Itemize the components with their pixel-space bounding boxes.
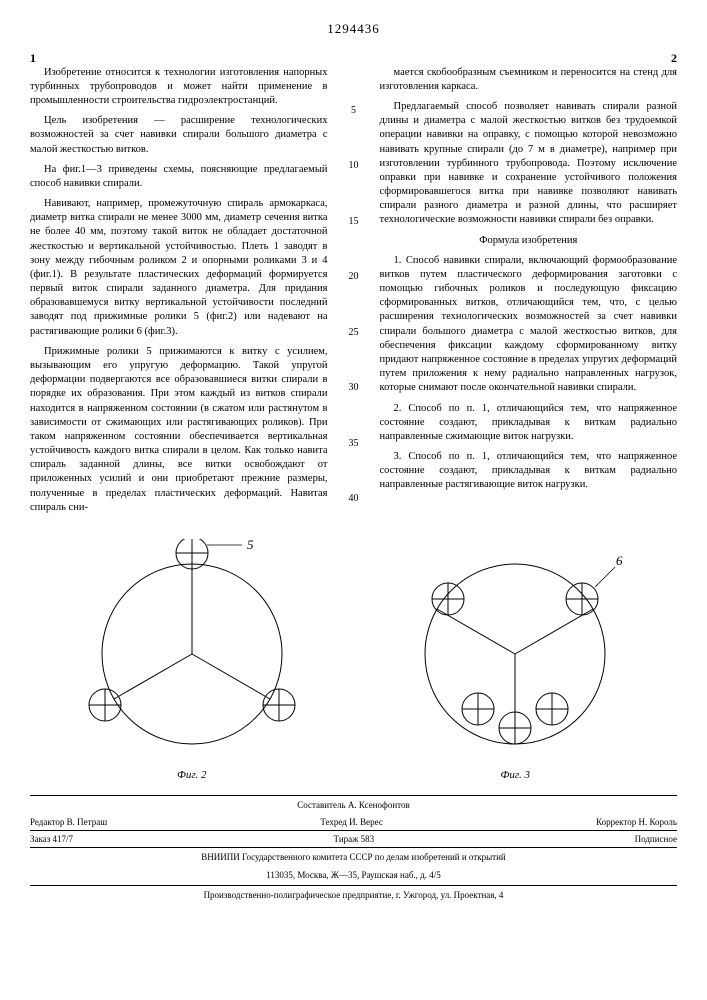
footer-signed: Подписное (635, 833, 677, 845)
footer: Составитель А. Ксенофонтов Редактор В. П… (30, 795, 677, 904)
footer-tech: Техред И. Верес (320, 816, 382, 828)
line-marker: 40 (346, 492, 362, 506)
label-6: 6 (616, 553, 623, 568)
footer-org3: Производственно-полиграфическое предприя… (30, 885, 677, 904)
line-marker: 10 (346, 159, 362, 173)
text-columns: 1 Изобретение относится к технологии изг… (30, 50, 677, 521)
paragraph: Изобретение относится к технологии изгот… (30, 66, 328, 109)
paragraph: Предлагаемый способ позволяет навивать с… (380, 100, 678, 228)
footer-editor: Редактор В. Петраш (30, 816, 107, 828)
figure-2-caption: Фиг. 2 (77, 768, 307, 783)
paragraph: Прижимные ролики 5 прижимаются к витку с… (30, 345, 328, 515)
line-marker: 35 (346, 437, 362, 451)
claim-2: 2. Способ по п. 1, отличающийся тем, что… (380, 402, 678, 445)
figure-3: 6 Фиг. 3 (400, 539, 630, 783)
figure-3-caption: Фиг. 3 (400, 768, 630, 783)
formula-title: Формула изобретения (380, 234, 678, 248)
line-markers: 5 10 15 20 25 30 35 40 (346, 50, 362, 521)
figure-2-svg: 5 (77, 539, 307, 759)
paragraph: Навивают, например, промежуточную спирал… (30, 197, 328, 339)
patent-number: 1294436 (30, 20, 677, 38)
footer-org1: ВНИИПИ Государственного комитета СССР по… (30, 848, 677, 866)
line-marker: 20 (346, 270, 362, 284)
left-column: 1 Изобретение относится к технологии изг… (30, 50, 328, 521)
figure-3-svg: 6 (400, 539, 630, 759)
right-column: 2 мается скобообразным съемником и перен… (380, 50, 678, 521)
footer-tirage: Тираж 583 (334, 833, 375, 845)
figures-row: 5 Фиг. 2 6 Фиг. 3 (30, 539, 677, 783)
line-marker: 5 (346, 104, 362, 118)
line-marker: 30 (346, 381, 362, 395)
label-5: 5 (247, 539, 254, 552)
footer-order: Заказ 417/7 (30, 833, 73, 845)
footer-composer: Составитель А. Ксенофонтов (30, 796, 677, 814)
footer-corrector: Корректор Н. Король (596, 816, 677, 828)
paragraph: мается скобообразным съемником и перенос… (380, 66, 678, 94)
line-marker: 15 (346, 215, 362, 229)
page-number-left: 1 (30, 50, 328, 66)
page-number-right: 2 (380, 50, 678, 66)
claim-1: 1. Способ навивки спирали, включающий фо… (380, 254, 678, 396)
footer-org2: 113035, Москва, Ж—35, Раушская наб., д. … (30, 866, 677, 884)
paragraph: Цель изобретения — расширение технологич… (30, 114, 328, 157)
line-marker: 25 (346, 326, 362, 340)
claim-3: 3. Способ по п. 1, отличающийся тем, что… (380, 450, 678, 493)
paragraph: На фиг.1—3 приведены схемы, поясняющие п… (30, 163, 328, 191)
figure-2: 5 Фиг. 2 (77, 539, 307, 783)
